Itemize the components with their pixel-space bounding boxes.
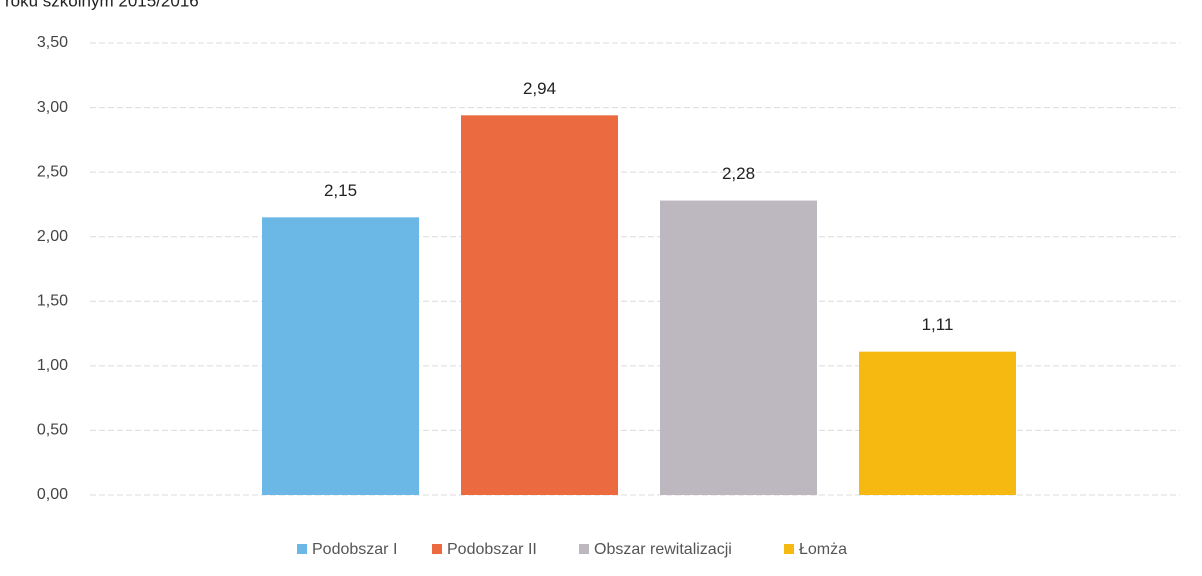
bar bbox=[262, 217, 419, 496]
legend-label: Łomża bbox=[799, 541, 847, 558]
y-tick-label: 2,50 bbox=[37, 163, 68, 180]
chart-title: roku szkolnym 2015/2016 bbox=[5, 0, 199, 10]
legend-label: Podobszar I bbox=[312, 541, 397, 558]
legend-swatch bbox=[297, 544, 307, 554]
y-tick-label: 1,50 bbox=[37, 293, 68, 310]
legend-swatch bbox=[784, 544, 794, 554]
y-tick-label: 3,50 bbox=[37, 34, 68, 51]
legend-label: Obszar rewitalizacji bbox=[594, 541, 732, 558]
data-label: 2,15 bbox=[324, 181, 357, 200]
y-tick-label: 0,50 bbox=[37, 422, 68, 439]
bar bbox=[859, 351, 1016, 495]
legend-label: Podobszar II bbox=[447, 541, 537, 558]
legend-swatch bbox=[579, 544, 589, 554]
y-tick-label: 3,00 bbox=[37, 99, 68, 116]
data-label: 2,28 bbox=[722, 164, 755, 183]
y-tick-label: 1,00 bbox=[37, 357, 68, 374]
data-label: 1,11 bbox=[922, 315, 954, 334]
legend-swatch bbox=[432, 544, 442, 554]
bar bbox=[461, 115, 618, 495]
data-label: 2,94 bbox=[523, 79, 556, 98]
bar bbox=[660, 200, 817, 495]
y-tick-label: 0,00 bbox=[37, 486, 68, 503]
y-tick-label: 2,00 bbox=[37, 228, 68, 245]
